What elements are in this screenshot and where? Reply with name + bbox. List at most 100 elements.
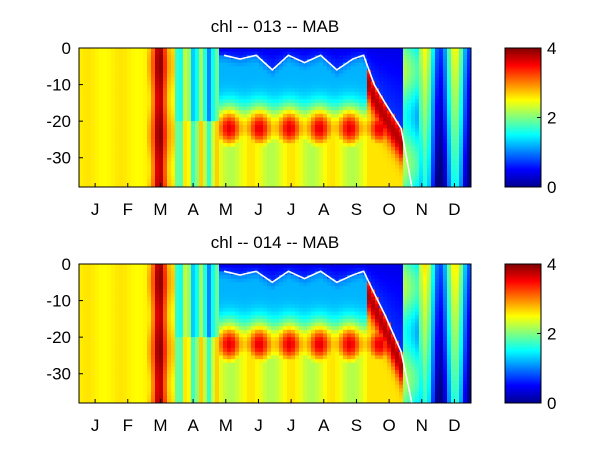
heatmap-cell — [83, 172, 88, 177]
heatmap-cell — [343, 176, 348, 181]
heatmap-cell — [443, 121, 448, 126]
heatmap-cell — [339, 183, 344, 187]
heatmap-cell — [227, 157, 232, 162]
heatmap-cell — [127, 179, 132, 184]
heatmap-cell — [191, 278, 196, 283]
heatmap-cell — [187, 102, 192, 108]
heatmap-cell — [111, 135, 116, 141]
heatmap-cell — [127, 150, 132, 155]
heatmap-cell — [87, 139, 92, 144]
heatmap-cell — [143, 377, 148, 382]
heatmap-cell — [135, 373, 140, 378]
heatmap-cell — [199, 157, 204, 162]
heatmap-cell — [127, 351, 132, 357]
heatmap-cell — [107, 135, 112, 141]
heatmap-cell — [379, 73, 384, 78]
heatmap-cell — [447, 172, 452, 177]
heatmap-cell — [127, 66, 132, 71]
heatmap-cell — [195, 77, 200, 82]
heatmap-cell — [227, 176, 232, 181]
heatmap-cell — [151, 322, 156, 327]
heatmap-cell — [187, 267, 192, 272]
heatmap-cell — [295, 88, 300, 93]
heatmap-cell — [91, 132, 96, 137]
heatmap-cell — [159, 73, 164, 78]
heatmap-cell — [467, 73, 471, 78]
heatmap-cell — [167, 329, 172, 335]
heatmap-cell — [87, 359, 92, 364]
heatmap-cell — [427, 121, 432, 126]
heatmap-cell — [323, 176, 328, 181]
heatmap-cell — [439, 128, 444, 133]
heatmap-cell — [315, 161, 320, 166]
heatmap-cell — [279, 132, 284, 137]
heatmap-cell — [167, 381, 172, 386]
heatmap-cell — [83, 58, 88, 64]
heatmap-cell — [199, 146, 204, 152]
heatmap-cell — [223, 99, 228, 104]
heatmap-cell — [263, 150, 268, 155]
heatmap-cell — [175, 161, 180, 166]
heatmap-cell — [99, 388, 104, 393]
heatmap-cell — [227, 124, 232, 130]
heatmap-cell — [407, 58, 412, 64]
heatmap-cell — [351, 58, 356, 64]
heatmap-cell — [447, 121, 452, 126]
heatmap-cell — [139, 359, 144, 364]
heatmap-cell — [267, 66, 272, 71]
heatmap-cell — [111, 384, 116, 389]
heatmap-cell — [175, 311, 180, 316]
heatmap-cell — [167, 264, 172, 269]
heatmap-cell — [203, 395, 208, 400]
heatmap-cell — [163, 121, 168, 126]
heatmap-cell — [371, 157, 376, 162]
heatmap-cell — [183, 392, 188, 397]
heatmap-cell — [355, 84, 360, 89]
heatmap-cell — [351, 121, 356, 126]
heatmap-cell — [355, 77, 360, 82]
heatmap-cell — [419, 146, 424, 152]
heatmap-cell — [447, 102, 452, 108]
heatmap-cell — [391, 55, 396, 60]
heatmap-cell — [79, 348, 84, 353]
heatmap-cell — [87, 340, 92, 346]
heatmap-cell — [167, 282, 172, 287]
heatmap-cell — [91, 315, 96, 320]
heatmap-cell — [131, 179, 136, 184]
heatmap-cell — [347, 55, 352, 60]
heatmap-cell — [319, 139, 324, 144]
heatmap-cell — [351, 172, 356, 177]
heatmap-cell — [155, 143, 160, 148]
heatmap-cell — [359, 161, 364, 166]
heatmap-cell — [403, 172, 408, 177]
heatmap-cell — [247, 139, 252, 144]
heatmap-cell — [319, 99, 324, 104]
heatmap-cell — [191, 362, 196, 368]
heatmap-cell — [379, 154, 384, 159]
heatmap-cell — [79, 150, 84, 155]
heatmap-cell — [147, 278, 152, 283]
heatmap-cell — [151, 73, 156, 78]
heatmap-cell — [87, 304, 92, 309]
heatmap-cell — [371, 172, 376, 177]
heatmap-cell — [143, 370, 148, 375]
heatmap-cell — [131, 135, 136, 141]
heatmap-cell — [175, 373, 180, 378]
heatmap-cell — [331, 84, 336, 89]
heatmap-cell — [427, 55, 432, 60]
heatmap-cell — [291, 165, 296, 170]
heatmap-cell — [295, 113, 300, 119]
heatmap-cell — [419, 139, 424, 144]
heatmap-cell — [107, 51, 112, 56]
heatmap-cell — [447, 77, 452, 82]
heatmap-cell — [79, 80, 84, 86]
heatmap-cell — [431, 113, 436, 119]
heatmap-cell — [235, 77, 240, 82]
heatmap-cell — [155, 172, 160, 177]
heatmap-cell — [191, 274, 196, 280]
heatmap-cell — [159, 117, 164, 122]
heatmap-cell — [295, 139, 300, 144]
heatmap-cell — [375, 91, 380, 97]
heatmap-cell — [199, 55, 204, 60]
heatmap-cell — [111, 326, 116, 331]
